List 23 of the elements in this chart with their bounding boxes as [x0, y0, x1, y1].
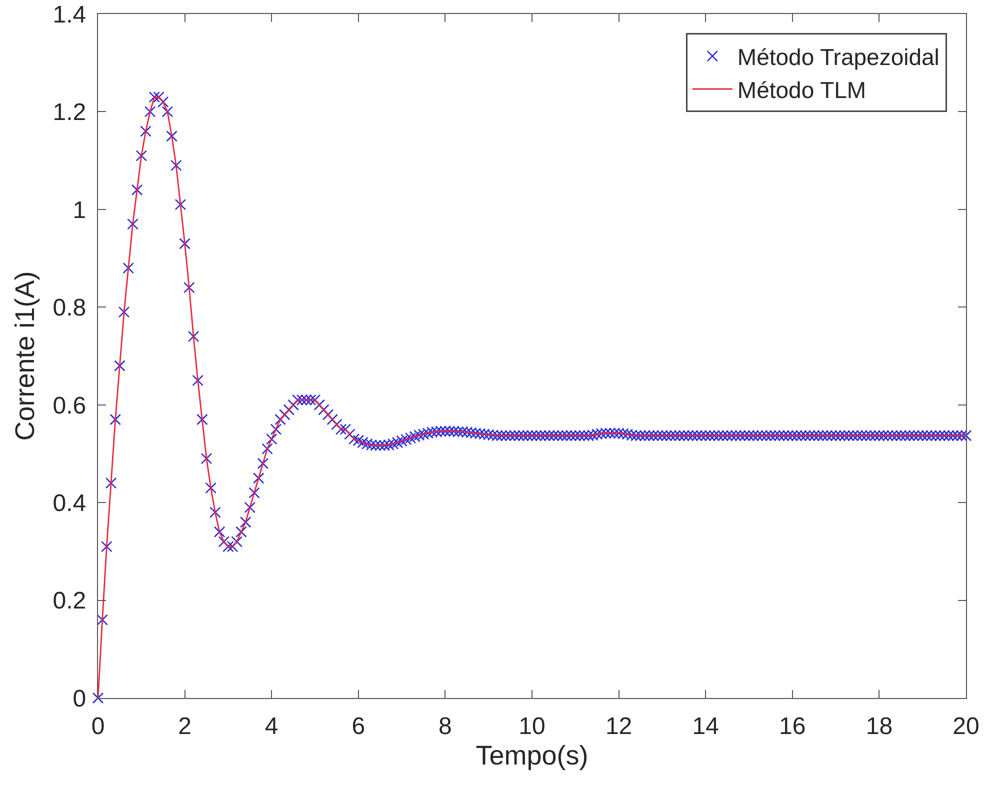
x-tick-label: 14: [692, 712, 719, 740]
y-tick-label: 1: [72, 196, 86, 224]
x-tick-label: 18: [866, 712, 893, 740]
x-tick-label: 2: [178, 712, 192, 740]
x-tick-label: 8: [438, 712, 452, 740]
x-tick-label: 4: [264, 712, 278, 740]
x-tick-label: 16: [779, 712, 806, 740]
x-tick-label: 10: [518, 712, 546, 740]
x-tick-label: 20: [952, 712, 980, 740]
y-tick-label: 1.4: [52, 1, 86, 28]
x-axis-title: Tempo(s): [476, 740, 588, 770]
y-tick-label: 0.6: [52, 392, 86, 420]
y-tick-label: 0.8: [52, 294, 86, 322]
x-tick-label: 6: [352, 712, 366, 740]
y-tick-label: 0.4: [52, 490, 86, 517]
x-tick-label: 0: [91, 712, 105, 740]
legend-label: Método Trapezoidal: [737, 44, 940, 70]
y-tick-label: 1.2: [52, 99, 86, 126]
x-tick-label: 12: [605, 712, 632, 740]
legend-label: Método TLM: [737, 76, 866, 103]
y-tick-label: 0: [72, 685, 86, 712]
y-tick-label: 0.2: [52, 588, 86, 615]
y-axis-title: Corrente i1(A): [10, 271, 40, 441]
